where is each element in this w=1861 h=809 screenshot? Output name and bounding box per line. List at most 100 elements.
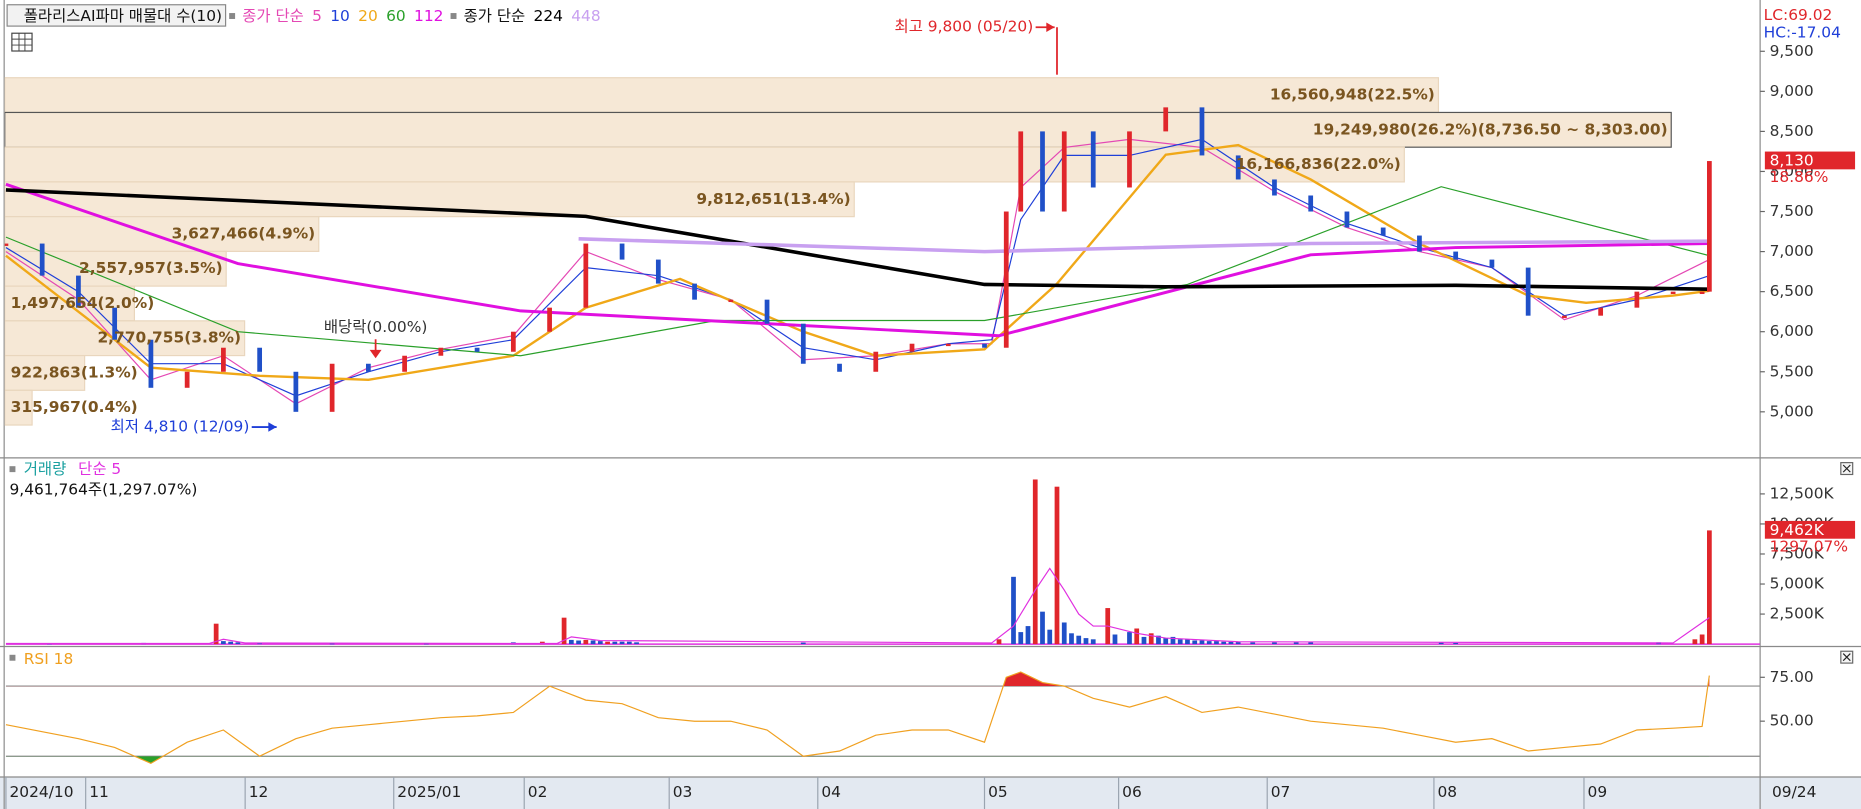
volume-bar [1011,576,1016,645]
panel [5,479,1761,645]
volume-profile-band [4,146,1405,183]
candle [293,371,299,412]
x-tick-label: 07 [1271,783,1291,801]
volume-profile-label: 2,557,957(3.5%) [79,259,223,277]
volume-profile-label: 1,497,654(2.0%) [11,294,155,312]
volume-bar [568,639,574,645]
volume-bar [1177,639,1183,645]
y-tick-label: 6,000 [1770,322,1814,340]
volume-bar [1090,639,1096,645]
candle [728,299,734,303]
volume-bar [1083,638,1089,645]
moving-average-line [5,188,1710,291]
candle [365,363,371,372]
volume-bar [561,617,567,645]
candle [39,243,45,276]
volume-title: 거래량 [24,460,67,478]
candle [1003,211,1009,348]
legend-item: 60 [386,7,406,25]
volume-bar [1185,639,1190,645]
candle [1707,161,1712,292]
y-tick-label: 6,500 [1770,282,1814,300]
y-tick-label: 5,000K [1770,575,1825,593]
volume-bar [228,641,234,645]
candle [547,307,552,332]
rsi-line [5,671,1710,764]
event-arrow [369,349,382,359]
y-tick-label: 8,500 [1770,122,1814,140]
y-tick-label: 5,500 [1770,362,1814,380]
volume-profile-band [4,111,1672,148]
volume-bar [1148,633,1154,645]
legend-prefix: 종가 단순 [464,7,526,25]
y-tick-label: 2,500K [1770,605,1825,623]
candle [76,275,81,308]
volume-bar [1069,633,1074,645]
volume-profile-label: 315,967(0.4%) [11,398,138,416]
candle [873,351,879,372]
volume-profile-label: 19,249,980(26.2%)(8,736.50 ~ 8,303.00) [1313,120,1668,138]
volume-bar [1453,642,1459,645]
candle [1562,315,1567,319]
candle [1417,235,1422,252]
legend-title: 폴라리스AI파마 매물대 수(10) [24,7,222,25]
x-tick-label: 12 [249,783,269,801]
last-change-label: 1297.07% [1770,538,1848,556]
candle [1453,251,1459,260]
y-tick-label: 5,000 [1770,402,1814,420]
candle [909,343,915,352]
x-tick-label: 09 [1588,783,1608,801]
volume-bar [1047,629,1053,645]
x-tick-label: 2024/10 [9,783,73,801]
candle [1380,227,1386,236]
lc-label: LC:69.02 [1764,6,1833,24]
volume-bar [1032,479,1038,645]
candle [257,347,263,372]
volume-bar [590,640,596,645]
candle [837,363,842,372]
candle [221,347,226,372]
legend-item: 5 [312,7,322,25]
candle [1344,211,1350,228]
legend-marker [229,13,236,19]
volume-bar [1699,634,1705,645]
rsi-title: RSI 18 [24,650,74,668]
last-change-label: 18.86% [1770,168,1829,186]
legend-marker [450,13,457,19]
y-tick-label: 7,000 [1770,242,1814,260]
volume-bar [1272,642,1277,645]
candle [800,323,806,364]
candle [1127,131,1132,188]
candle [148,339,154,388]
volume-bar [1228,641,1234,645]
volume-bar [1025,626,1031,645]
last-value-label: 9,462K [1770,521,1825,539]
volume-bar [1112,634,1118,645]
close-button[interactable] [1840,462,1854,476]
candle [764,299,770,324]
candle [619,243,625,260]
close-button[interactable] [1840,650,1854,664]
y-tick-label: 50.00 [1770,712,1814,730]
volume-bar [1707,530,1712,645]
candle [329,363,335,412]
low-arrow [268,422,277,432]
volume-bar [1163,638,1169,645]
candle [692,283,697,300]
volume-bar [1141,636,1147,645]
volume-bar [605,641,610,645]
volume-bar [213,623,219,645]
volume-bar [612,641,618,645]
legend-item: 224 [534,7,563,25]
candle [1235,155,1241,180]
volume-bar [329,643,335,645]
candle [438,347,444,356]
volume-bar [1018,632,1024,645]
table-icon[interactable] [11,32,33,52]
panel [5,671,1761,764]
candle [1040,131,1045,212]
y-tick-label: 7,500K [1770,544,1825,562]
x-tick-label: 06 [1122,783,1142,801]
volume-ma-line [5,567,1710,645]
volume-bar [1221,641,1227,645]
